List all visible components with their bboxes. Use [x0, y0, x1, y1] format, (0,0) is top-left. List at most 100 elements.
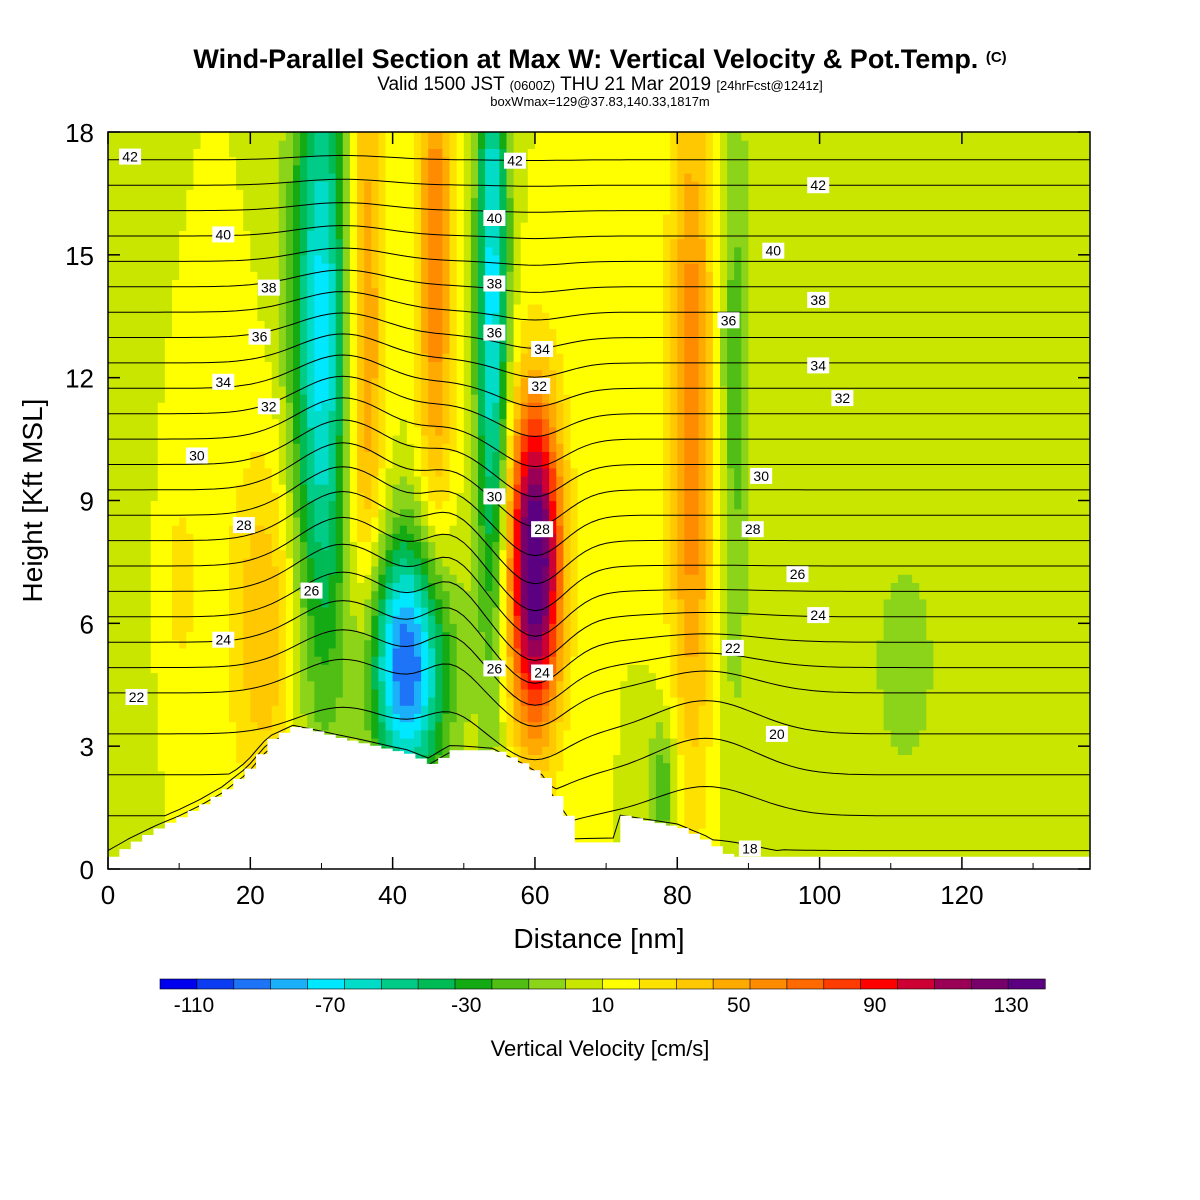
w-cell: [414, 475, 422, 485]
w-cell: [335, 459, 344, 469]
w-cell: [115, 819, 123, 829]
w-cell: [435, 705, 443, 714]
box-info-subtitle: boxWmax=129@37.83,140.33,1817m: [490, 94, 710, 109]
w-cell: [250, 394, 258, 403]
w-cell: [193, 566, 202, 575]
w-cell: [349, 418, 358, 428]
w-cell: [143, 516, 152, 526]
w-cell: [342, 426, 351, 436]
w-cell: [221, 623, 230, 633]
w-cell: [328, 688, 337, 698]
w-cell: [321, 189, 330, 199]
w-cell: [172, 140, 180, 149]
w-cell: [207, 590, 216, 600]
w-cell: [442, 746, 451, 755]
w-cell: [378, 467, 387, 477]
w-cell: [357, 361, 365, 371]
w-cell: [115, 566, 123, 575]
w-cell: [492, 557, 500, 567]
w-cell: [314, 492, 323, 502]
w-cell: [221, 615, 230, 624]
w-cell: [136, 254, 145, 264]
w-cell: [406, 582, 415, 592]
w-cell: [300, 336, 308, 346]
w-cell: [392, 418, 401, 428]
w-cell: [470, 295, 479, 305]
w-cell: [278, 508, 287, 518]
w-cell: [271, 680, 280, 690]
w-cell: [278, 697, 287, 706]
w-cell: [470, 164, 479, 174]
w-cell: [229, 189, 237, 199]
w-cell: [492, 738, 500, 747]
w-cell: [271, 451, 280, 461]
w-cell: [129, 230, 137, 240]
w-cell: [492, 607, 500, 616]
w-cell: [442, 426, 451, 436]
w-cell: [271, 639, 280, 649]
w-cell: [414, 451, 422, 461]
w-cell: [285, 213, 294, 223]
w-cell: [371, 140, 379, 149]
w-cell: [172, 607, 180, 616]
w-cell: [129, 705, 137, 714]
w-cell: [463, 164, 472, 174]
w-cell: [357, 729, 365, 739]
w-cell: [108, 639, 116, 649]
w-cell: [179, 377, 187, 387]
w-cell: [129, 475, 137, 485]
w-cell: [342, 312, 351, 321]
w-cell: [122, 508, 130, 518]
w-cell: [442, 394, 451, 403]
w-cell: [236, 263, 244, 272]
w-cell: [449, 418, 458, 428]
w-cell: [214, 647, 223, 657]
w-cell: [264, 172, 273, 182]
w-cell: [271, 213, 280, 223]
w-cell: [371, 729, 379, 739]
w-cell: [108, 631, 116, 641]
w-cell: [435, 746, 443, 755]
w-cell: [157, 148, 166, 158]
w-cell: [399, 484, 408, 493]
w-cell: [300, 164, 308, 174]
w-cell: [314, 394, 323, 403]
w-cell: [264, 197, 273, 207]
w-cell: [470, 738, 479, 747]
w-cell: [399, 361, 408, 371]
w-cell: [278, 271, 287, 280]
w-cell: [271, 631, 280, 641]
w-cell: [364, 230, 372, 240]
w-cell: [264, 181, 273, 190]
w-cell: [136, 197, 145, 207]
w-cell: [129, 590, 137, 600]
w-cell: [421, 164, 429, 174]
w-cell: [271, 164, 280, 174]
w-cell: [207, 451, 216, 461]
w-cell: [342, 451, 351, 461]
w-cell: [285, 443, 294, 452]
w-cell: [193, 541, 202, 551]
w-cell: [115, 230, 123, 240]
w-cell: [143, 189, 152, 199]
w-cell: [115, 361, 123, 371]
w-cell: [150, 287, 159, 297]
w-cell: [406, 475, 415, 485]
w-cell: [236, 754, 244, 764]
w-cell: [421, 402, 429, 411]
w-cell: [470, 279, 479, 289]
w-cell: [435, 361, 443, 371]
w-cell: [300, 508, 308, 518]
w-cell: [243, 754, 251, 764]
w-cell: [200, 590, 209, 600]
w-cell: [435, 664, 443, 674]
w-cell: [229, 443, 237, 452]
w-cell: [150, 492, 159, 502]
w-cell: [271, 369, 280, 379]
w-cell: [115, 549, 123, 559]
w-cell: [172, 320, 180, 330]
w-cell: [193, 172, 202, 182]
w-cell: [357, 721, 365, 731]
w-cell: [378, 328, 387, 338]
w-cell: [385, 172, 394, 182]
